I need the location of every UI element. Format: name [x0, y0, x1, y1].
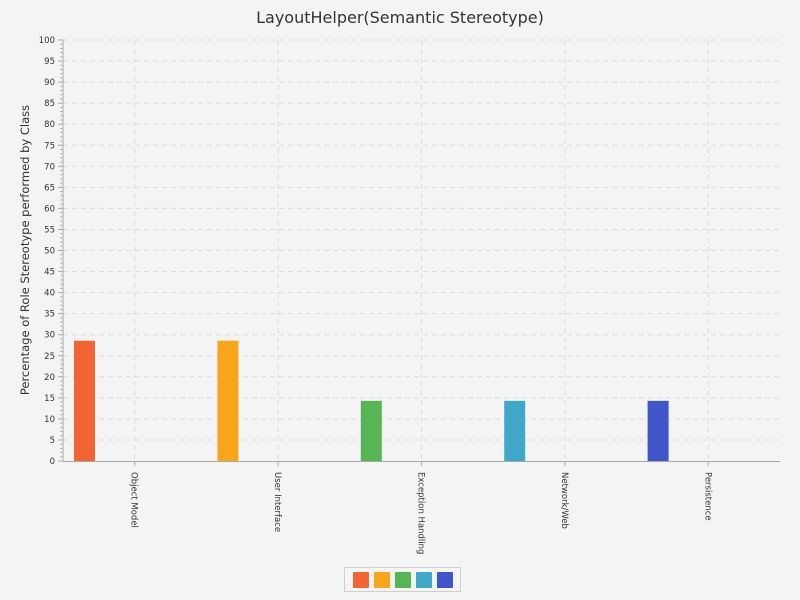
bars	[74, 340, 669, 461]
y-tick-label: 85	[44, 99, 55, 109]
y-tick-label: 40	[44, 289, 55, 299]
legend-swatch-4	[415, 571, 432, 588]
legend	[344, 567, 461, 592]
x-tick-label: Persistence	[702, 472, 712, 521]
x-tick-label: Object Model	[129, 472, 139, 528]
x-axis-ticks: Object Model User Interface Exception Hand…	[129, 472, 713, 554]
y-tick-label: 100	[39, 36, 55, 46]
axes	[58, 39, 780, 466]
bar-object-model[interactable]	[74, 340, 95, 461]
x-tick-label: User Interface	[272, 472, 282, 532]
y-tick-label: 45	[44, 268, 55, 278]
y-tick-label: 70	[44, 162, 55, 172]
x-tick-label: Network/Web	[559, 472, 569, 529]
bar-persistence[interactable]	[647, 400, 669, 461]
y-tick-label: 20	[44, 373, 55, 383]
y-tick-label: 5	[50, 436, 55, 446]
y-axis-ticks: 0 5 10 15 20 25 30 35 40 45 50 55 60 65 70 75 80 85 90 95 10…	[39, 36, 55, 467]
legend-swatch-2	[373, 571, 390, 588]
y-tick-label: 25	[44, 352, 55, 362]
y-axis-label: Percentage of Role Stereotype performed …	[18, 105, 32, 395]
y-tick-label: 30	[44, 331, 55, 341]
y-tick-label: 75	[44, 141, 55, 151]
y-tick-label: 55	[44, 225, 55, 235]
legend-swatch-3	[394, 571, 411, 588]
y-tick-label: 35	[44, 310, 55, 320]
y-tick-label: 65	[44, 183, 55, 193]
y-tick-label: 80	[44, 120, 55, 130]
grid	[63, 39, 780, 461]
y-tick-label: 15	[44, 394, 55, 404]
bar-network-web[interactable]	[504, 400, 526, 461]
bar-exception-handling[interactable]	[360, 400, 382, 461]
y-tick-label: 10	[44, 415, 55, 425]
chart-title: LayoutHelper(Semantic Stereotype)	[256, 8, 544, 27]
y-tick-label: 0	[50, 457, 55, 467]
legend-swatch-1	[352, 571, 369, 588]
legend-swatch-5	[436, 571, 453, 588]
bar-user-interface[interactable]	[217, 340, 239, 461]
y-tick-label: 50	[44, 247, 55, 257]
x-tick-label: Exception Handling	[416, 472, 426, 554]
y-tick-label: 90	[44, 78, 55, 88]
y-tick-label: 95	[44, 57, 55, 67]
y-tick-label: 60	[44, 204, 55, 214]
